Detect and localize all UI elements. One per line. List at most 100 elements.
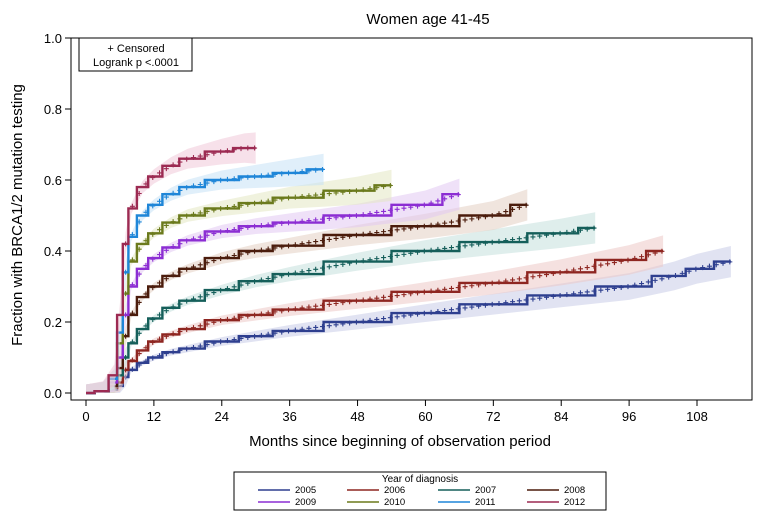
censor-mark <box>340 234 346 240</box>
censor-mark <box>591 225 597 231</box>
bottom-legend-box <box>233 471 607 511</box>
censor-mark <box>231 315 237 321</box>
censor-mark <box>503 237 509 243</box>
censor-mark <box>401 226 407 232</box>
censor-mark <box>292 270 298 276</box>
censor-mark <box>177 301 183 307</box>
censor-mark <box>313 192 319 198</box>
censor-mark <box>197 343 203 349</box>
censor-mark <box>157 336 163 342</box>
censor-mark <box>516 204 522 210</box>
censor-mark <box>381 208 387 214</box>
censor-mark <box>190 264 196 270</box>
censor-mark <box>238 336 244 342</box>
censor-mark <box>503 278 509 284</box>
censor-mark <box>326 323 332 329</box>
censor-mark <box>415 249 421 255</box>
censor-mark <box>163 222 169 228</box>
censor-mark <box>238 225 244 231</box>
censor-mark <box>211 207 217 213</box>
censor-mark <box>313 167 319 173</box>
axes: 0.0 0.2 0.4 0.6 0.8 1.0 0 12 24 36 48 60 72 84 96 108 <box>44 31 753 424</box>
censor-mark <box>184 156 190 162</box>
censor-mark <box>190 236 196 242</box>
censor-mark <box>238 146 244 152</box>
censor-mark <box>510 299 516 305</box>
censor-mark <box>319 191 325 197</box>
censor-mark <box>408 291 414 297</box>
legend-label-2011: 2011 <box>475 497 495 508</box>
censor-mark <box>550 271 556 277</box>
censor-mark <box>347 213 353 219</box>
censor-mark <box>245 201 251 207</box>
inset-legend-censored: + Censored <box>107 43 164 55</box>
censor-mark <box>245 334 251 340</box>
censor-mark <box>204 342 210 348</box>
censor-mark <box>530 234 536 240</box>
censor-mark <box>442 286 448 292</box>
censor-mark <box>258 199 264 205</box>
censor-mark <box>204 152 210 158</box>
censor-mark <box>584 226 590 232</box>
censor-mark <box>442 196 448 202</box>
censor-mark <box>265 276 271 282</box>
censor-mark <box>231 337 237 343</box>
censor-mark <box>415 311 421 317</box>
censor-mark <box>360 258 366 264</box>
censor-mark <box>408 250 414 256</box>
censor-mark <box>408 225 414 231</box>
legend-label-2006: 2006 <box>384 485 405 496</box>
censor-mark <box>252 312 258 318</box>
censor-mark <box>374 209 380 215</box>
censor-mark <box>286 307 292 313</box>
censor-mark <box>428 247 434 253</box>
censor-mark <box>184 298 190 304</box>
censor-mark <box>326 215 332 221</box>
survival-line-2012 <box>86 146 256 395</box>
censor-mark <box>184 266 190 272</box>
censor-mark <box>564 292 570 298</box>
censor-mark <box>123 241 129 247</box>
censor-mark <box>306 304 312 310</box>
censor-mark <box>381 184 387 190</box>
censor-mark <box>299 305 305 311</box>
censor-mark <box>367 230 373 236</box>
censor-mark <box>231 147 237 153</box>
censor-mark <box>374 230 380 236</box>
censor-mark <box>340 189 346 195</box>
censor-mark <box>163 308 169 314</box>
series-2011 <box>86 153 325 395</box>
y-axis-label: Fraction with BRCA1/2 mutation testing <box>9 84 26 346</box>
censor-mark <box>177 269 183 275</box>
censor-mark <box>129 232 135 238</box>
censor-mark <box>150 203 156 209</box>
censor-mark <box>435 198 441 204</box>
censor-mark <box>428 288 434 294</box>
censor-mark <box>292 242 298 248</box>
censor-mark <box>224 316 230 322</box>
censor-mark <box>727 259 733 265</box>
censor-mark <box>496 301 502 307</box>
censor-mark <box>292 169 298 175</box>
censor-mark <box>279 329 285 335</box>
censor-mark <box>306 240 312 246</box>
censor-mark <box>204 232 210 238</box>
censor-mark <box>136 219 142 225</box>
censor-mark <box>238 175 244 181</box>
censor-mark <box>252 248 258 254</box>
censor-mark <box>415 224 421 230</box>
censor-mark <box>286 328 292 334</box>
censor-mark <box>286 170 292 176</box>
censor-mark <box>442 245 448 251</box>
censor-mark <box>129 257 135 263</box>
censor-mark <box>218 177 224 183</box>
censor-mark <box>455 192 461 198</box>
censor-mark <box>313 239 319 245</box>
censor-mark <box>204 208 210 214</box>
censor-mark <box>482 281 488 287</box>
censor-mark <box>258 173 264 179</box>
censor-mark <box>333 322 339 328</box>
censor-mark <box>204 321 210 327</box>
censor-mark <box>238 314 244 320</box>
censor-mark <box>319 265 325 271</box>
